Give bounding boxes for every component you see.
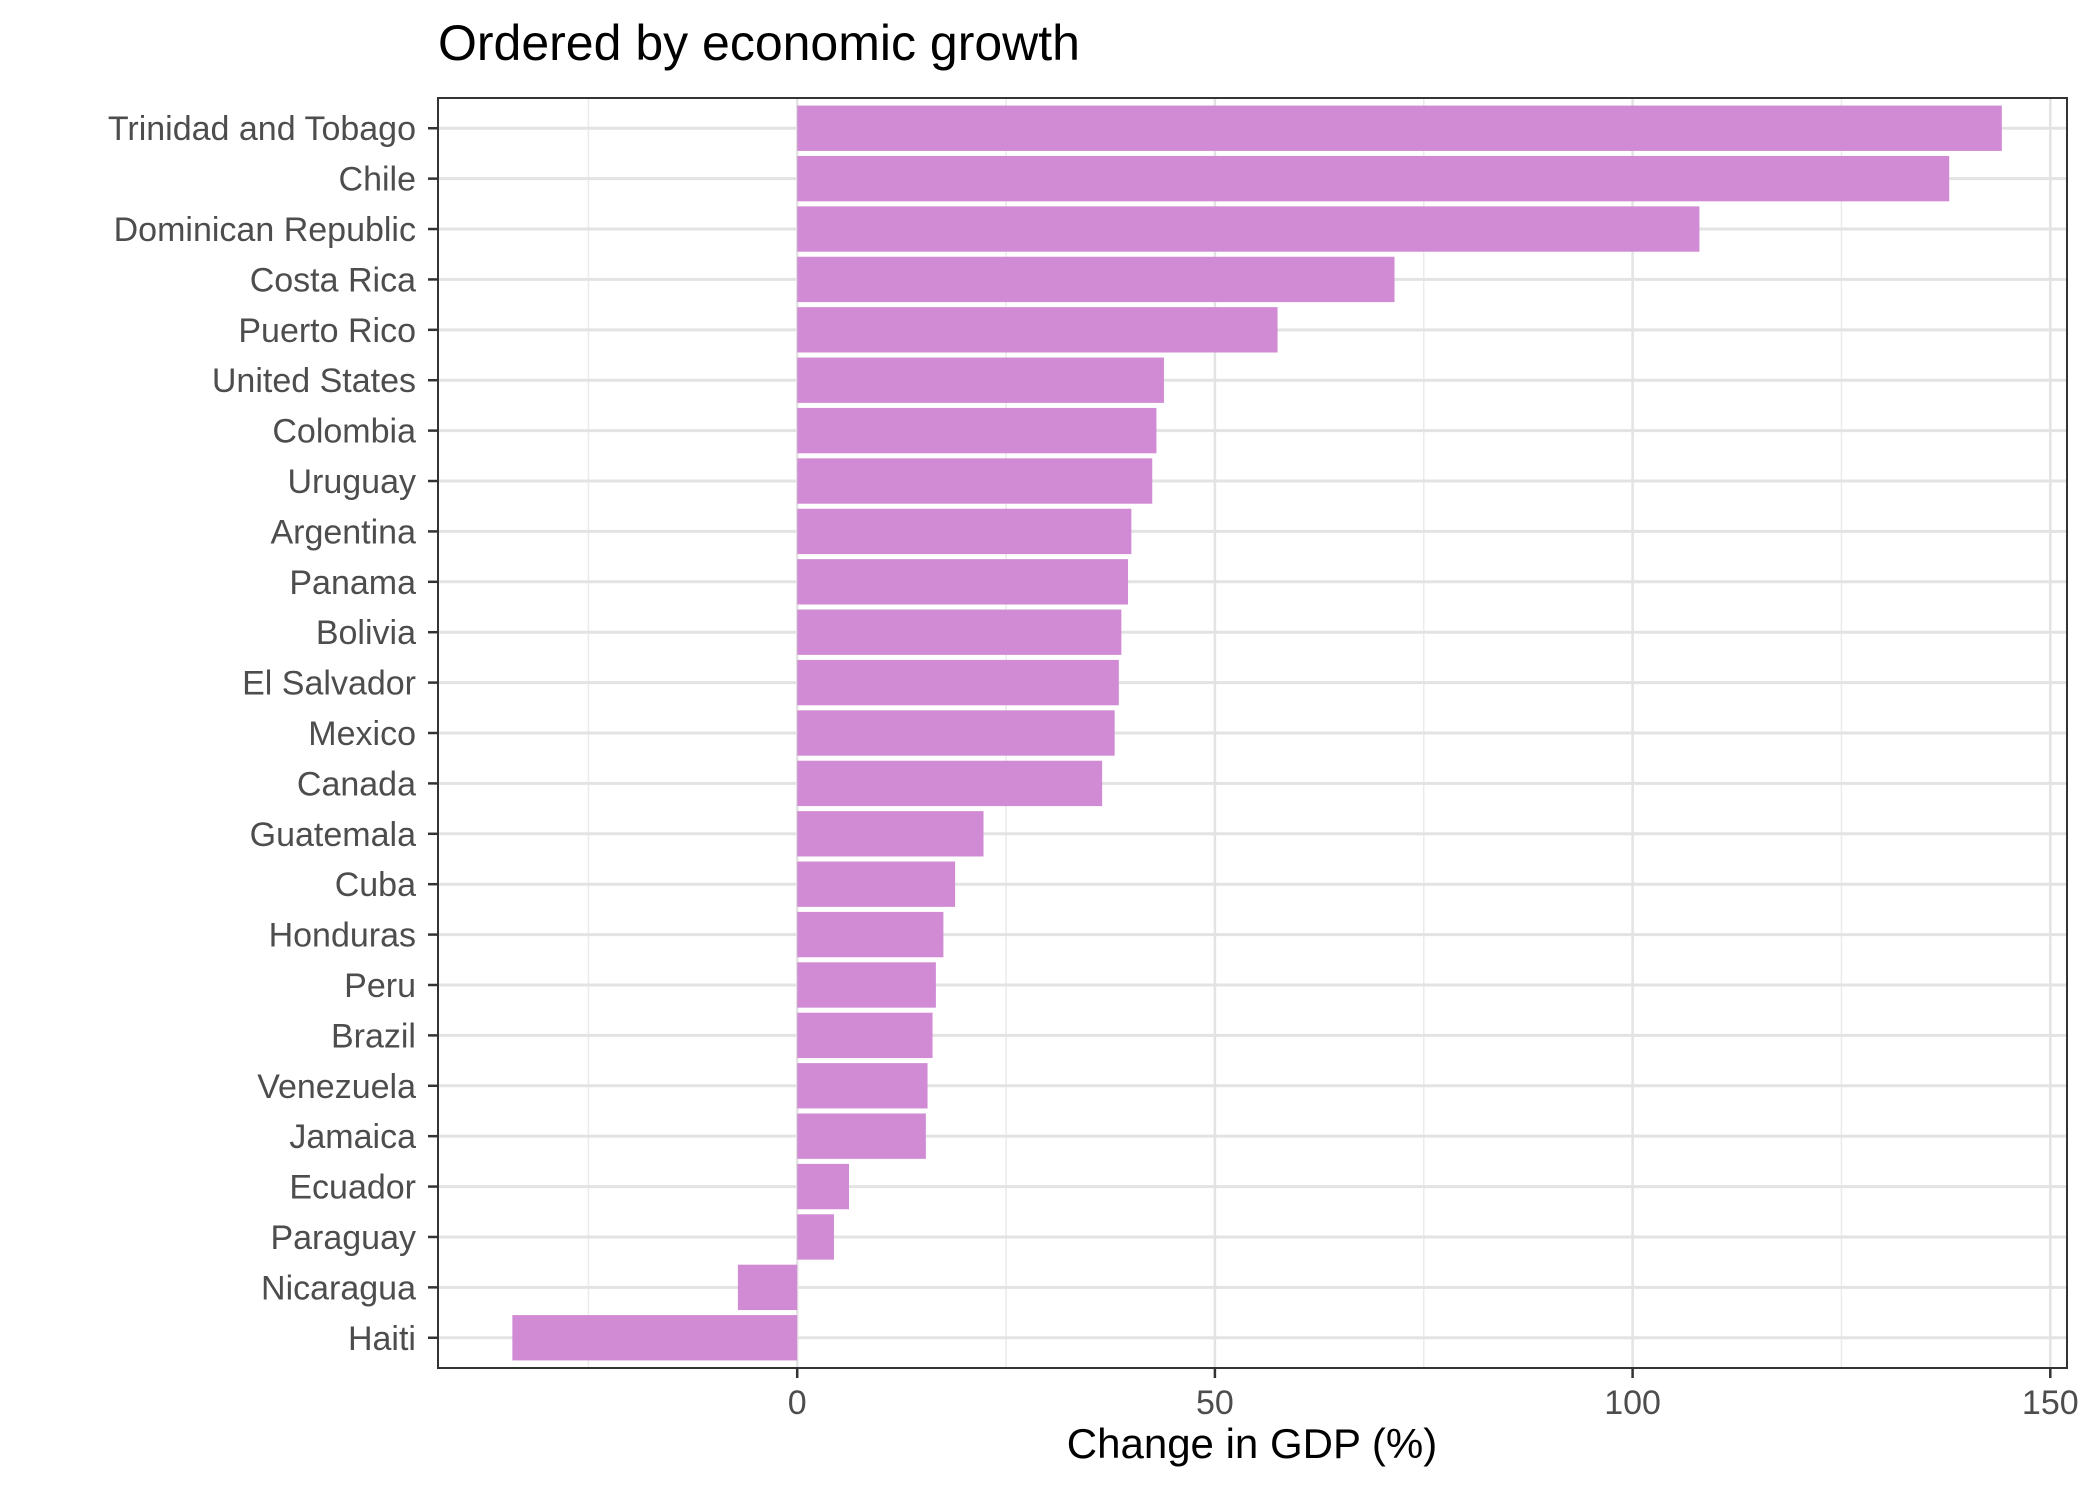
bar-uruguay — [797, 458, 1153, 504]
bar-puerto-rico — [797, 307, 1278, 353]
bar-el-salvador — [797, 659, 1119, 706]
x-tick-label: 150 — [2022, 1384, 2079, 1422]
y-tick-label: Haiti — [348, 1320, 416, 1358]
y-tick-label: Puerto Rico — [238, 312, 416, 350]
bar-united-states — [797, 357, 1164, 403]
y-tick-label: Costa Rica — [250, 261, 416, 299]
bar-dominican-republic — [797, 206, 1700, 252]
bar-bolivia — [797, 609, 1122, 655]
y-tick-label: Guatemala — [250, 816, 416, 854]
y-tick-label: Venezuela — [257, 1068, 416, 1106]
y-tick-label: Peru — [344, 967, 416, 1005]
x-tick-label: 0 — [788, 1384, 807, 1422]
bar-ecuador — [797, 1163, 850, 1210]
y-tick-label: Paraguay — [270, 1219, 416, 1257]
y-tick-label: Colombia — [272, 413, 416, 451]
x-axis: 0 50 100 150 — [788, 1368, 2079, 1422]
y-tick-label: Honduras — [269, 917, 416, 955]
bar-panama — [797, 559, 1129, 605]
y-tick-label: Ecuador — [289, 1169, 416, 1207]
y-tick-label: Mexico — [308, 715, 416, 753]
y-tick-label: Chile — [339, 161, 416, 199]
bar-costa-rica — [797, 256, 1395, 303]
bar-nicaragua — [737, 1264, 798, 1311]
bar-peru — [797, 962, 936, 1008]
bar-paraguay — [797, 1214, 834, 1260]
bar-mexico — [797, 710, 1115, 756]
y-tick-label: Uruguay — [287, 463, 416, 501]
bar-jamaica — [797, 1113, 926, 1159]
x-tick-label: 100 — [1604, 1384, 1661, 1422]
y-tick-label: Nicaragua — [261, 1269, 416, 1307]
y-tick-label: Panama — [289, 564, 416, 602]
bar-guatemala — [797, 811, 984, 857]
y-tick-label: Trinidad and Tobago — [108, 110, 416, 148]
bar-trinidad-and-tobago — [797, 105, 2002, 151]
x-tick-label: 50 — [1196, 1384, 1234, 1422]
y-axis: Trinidad and Tobago Chile Dominican Republ… — [108, 110, 438, 1358]
x-axis-title: Change in GDP (%) — [1067, 1420, 1437, 1467]
chart-title: Ordered by economic growth — [438, 15, 1080, 71]
y-tick-label: Cuba — [335, 866, 416, 904]
y-tick-label: Argentina — [270, 513, 416, 551]
bar-honduras — [797, 911, 944, 958]
bar-venezuela — [797, 1063, 928, 1109]
bar-colombia — [797, 407, 1157, 454]
y-tick-label: El Salvador — [242, 665, 416, 703]
y-tick-label: Bolivia — [316, 614, 416, 652]
y-tick-label: Canada — [297, 765, 416, 803]
y-tick-label: Jamaica — [289, 1118, 416, 1156]
bar-haiti — [512, 1315, 798, 1361]
bars — [512, 105, 2002, 1361]
bar-canada — [797, 760, 1103, 807]
bar-argentina — [797, 508, 1132, 555]
bar-cuba — [797, 861, 956, 907]
bar-chile — [797, 155, 1950, 202]
y-tick-label: Dominican Republic — [114, 211, 416, 249]
y-tick-label: Brazil — [331, 1017, 416, 1055]
bar-brazil — [797, 1012, 933, 1059]
y-tick-label: United States — [212, 362, 416, 400]
